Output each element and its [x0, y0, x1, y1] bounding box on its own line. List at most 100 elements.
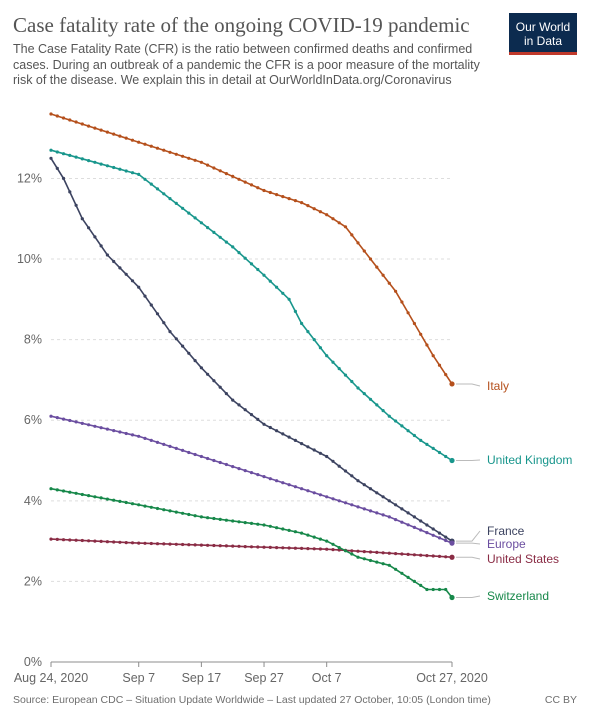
data-point	[93, 160, 97, 164]
data-point	[112, 429, 116, 433]
data-point	[174, 510, 178, 514]
data-point	[437, 450, 442, 455]
data-point	[331, 459, 335, 463]
data-point	[118, 167, 122, 171]
data-point	[375, 403, 379, 407]
data-point	[80, 157, 84, 161]
data-point	[243, 408, 247, 412]
data-point	[419, 553, 423, 557]
data-point	[362, 483, 366, 487]
data-point	[275, 285, 279, 289]
data-point	[193, 216, 197, 220]
data-point	[143, 294, 147, 298]
data-point	[262, 273, 266, 277]
data-point	[231, 544, 235, 548]
x-tick-label: Aug 24, 2020	[14, 671, 88, 685]
data-point	[249, 545, 254, 549]
series-label: France	[487, 524, 525, 538]
data-point	[181, 511, 185, 515]
y-tick-label: 6%	[24, 413, 42, 427]
data-point	[287, 528, 291, 533]
data-point	[249, 521, 254, 526]
data-point	[143, 504, 147, 508]
data-point	[149, 438, 153, 442]
data-point	[275, 526, 279, 530]
data-point	[394, 289, 398, 293]
data-point	[331, 497, 335, 501]
data-point	[419, 519, 423, 523]
data-point	[381, 273, 385, 277]
series-end-marker	[449, 457, 455, 464]
y-tick-label: 10%	[17, 252, 42, 266]
data-point	[168, 542, 172, 546]
data-point	[224, 392, 228, 396]
data-point	[249, 413, 254, 417]
data-point	[112, 132, 116, 136]
data-point	[218, 385, 222, 389]
data-point	[231, 398, 235, 402]
data-point	[206, 456, 210, 461]
data-point	[237, 520, 241, 524]
x-tick-label: Oct 27, 2020	[416, 671, 488, 685]
data-point	[368, 550, 373, 554]
data-point	[212, 166, 216, 170]
y-tick-label: 2%	[24, 574, 42, 588]
data-point	[149, 505, 153, 509]
data-point	[412, 553, 416, 557]
data-point	[87, 226, 91, 230]
data-point	[61, 116, 66, 120]
data-point	[168, 150, 172, 154]
x-tick-label: Sep 17	[182, 671, 222, 685]
data-point	[206, 516, 210, 520]
our-world-in-data-logo[interactable]: Our World in Data	[509, 13, 577, 55]
data-point	[193, 158, 197, 162]
data-point	[318, 210, 322, 214]
data-point	[406, 523, 410, 527]
data-point	[162, 542, 166, 546]
data-point	[124, 541, 128, 545]
data-point	[437, 587, 442, 592]
data-point	[68, 153, 72, 157]
data-point	[181, 542, 185, 547]
data-point	[74, 491, 78, 495]
data-point	[130, 171, 135, 175]
data-point	[68, 118, 72, 122]
data-point	[74, 538, 78, 542]
data-point	[162, 442, 166, 446]
data-point	[431, 446, 435, 450]
data-point	[80, 538, 84, 543]
data-point	[406, 511, 410, 515]
data-point	[318, 493, 322, 497]
data-point	[155, 187, 160, 191]
data-point	[268, 524, 272, 528]
data-point	[331, 217, 335, 221]
data-point	[168, 330, 172, 334]
license-label[interactable]: CC BY	[544, 694, 577, 706]
data-point	[105, 540, 109, 544]
x-tick-label: Sep 7	[122, 671, 155, 685]
data-point	[412, 515, 416, 519]
data-point	[281, 291, 285, 295]
data-point	[381, 409, 385, 413]
data-point	[337, 221, 341, 225]
data-point	[350, 549, 354, 553]
data-point	[419, 583, 423, 588]
data-point	[394, 419, 398, 423]
data-point	[224, 544, 228, 548]
chart-title: Case fatality rate of the ongoing COVID-…	[13, 13, 470, 37]
data-point	[231, 245, 235, 249]
data-point	[199, 221, 203, 225]
data-point	[87, 494, 91, 498]
data-point	[275, 193, 279, 197]
data-point	[49, 156, 53, 160]
data-point	[312, 338, 316, 342]
data-point	[350, 233, 354, 237]
data-point	[193, 514, 197, 518]
data-point	[293, 485, 297, 489]
data-point	[143, 142, 147, 146]
data-point	[268, 545, 272, 550]
data-point	[306, 204, 310, 208]
data-point	[143, 436, 147, 440]
data-point	[368, 558, 373, 563]
data-point	[387, 551, 391, 555]
